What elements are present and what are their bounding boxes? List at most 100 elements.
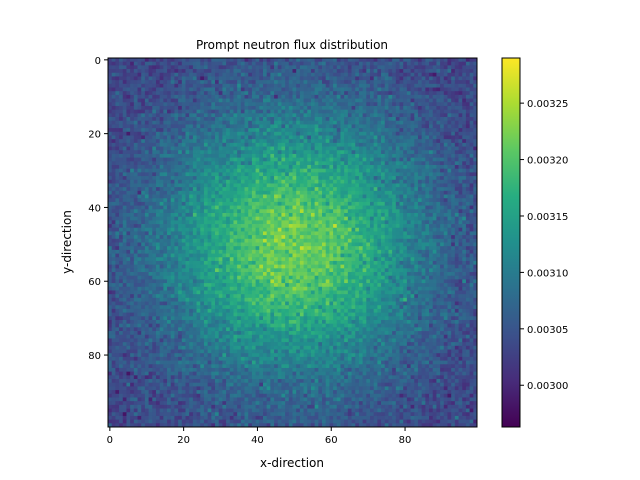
heatmap-cell [292, 187, 297, 192]
heatmap-cell [369, 165, 375, 170]
heatmap-cell [237, 142, 242, 147]
heatmap-cell [369, 224, 375, 229]
heatmap-cell [395, 190, 400, 195]
heatmap-cell [288, 105, 293, 111]
heatmap-cell [429, 235, 434, 240]
heatmap-cell [458, 61, 463, 66]
heatmap-cell [333, 61, 338, 66]
heatmap-cell [347, 131, 352, 136]
heatmap-cell [251, 157, 256, 162]
heatmap-cell [377, 58, 382, 63]
heatmap-cell [392, 65, 397, 70]
heatmap-cell [292, 113, 297, 118]
heatmap-cell [344, 91, 349, 96]
heatmap-cell [196, 94, 201, 99]
heatmap-cell [366, 61, 371, 66]
heatmap-cell [248, 198, 253, 203]
heatmap-cell [174, 187, 179, 192]
heatmap-cell [355, 205, 360, 210]
heatmap-cell [344, 87, 349, 92]
heatmap-cell [288, 201, 293, 206]
heatmap-cell [322, 113, 327, 118]
heatmap-cell [447, 201, 452, 206]
heatmap-cell [259, 102, 264, 107]
heatmap-cell [222, 165, 227, 170]
heatmap-cell [362, 209, 367, 214]
heatmap-cell [163, 76, 168, 81]
heatmap-cell [122, 128, 127, 133]
heatmap-cell [226, 205, 231, 210]
heatmap-cell [152, 172, 157, 177]
heatmap-cell [417, 76, 423, 81]
heatmap-cell [377, 157, 382, 162]
heatmap-cell [126, 168, 131, 173]
heatmap-cell [237, 117, 242, 122]
heatmap-cell [277, 109, 282, 114]
heatmap-cell [469, 150, 474, 155]
heatmap-cell [122, 165, 127, 170]
heatmap-cell [417, 183, 423, 188]
heatmap-cell [336, 102, 341, 107]
heatmap-cell [185, 205, 190, 210]
heatmap-cell [281, 176, 286, 181]
heatmap-cell [369, 124, 375, 129]
heatmap-cell [281, 179, 286, 184]
heatmap-cell [130, 165, 135, 170]
heatmap-cell [425, 238, 430, 243]
heatmap-cell [274, 153, 279, 159]
heatmap-cell [473, 231, 478, 236]
heatmap-cell [462, 65, 467, 70]
heatmap-cell [281, 61, 286, 66]
heatmap-cell [115, 117, 120, 122]
heatmap-cell [255, 165, 260, 170]
heatmap-cell [355, 69, 360, 74]
heatmap-cell [281, 153, 286, 159]
heatmap-cell [417, 120, 423, 125]
heatmap-cell [429, 69, 434, 74]
heatmap-cell [465, 161, 471, 166]
heatmap-cell [436, 139, 441, 144]
heatmap-cell [281, 94, 286, 99]
heatmap-cell [392, 231, 397, 236]
heatmap-cell [222, 117, 227, 122]
heatmap-cell [126, 187, 131, 192]
heatmap-cell [296, 91, 301, 96]
heatmap-cell [392, 172, 397, 177]
heatmap-cell [458, 80, 463, 85]
heatmap-cell [255, 120, 260, 125]
heatmap-cell [167, 168, 172, 173]
heatmap-cell [417, 94, 423, 99]
heatmap-cell [347, 146, 352, 151]
heatmap-cell [155, 205, 161, 210]
heatmap-cell [454, 220, 459, 225]
heatmap-cell [429, 98, 434, 103]
heatmap-cell [310, 198, 316, 203]
heatmap-cell [384, 72, 389, 77]
heatmap-cell [403, 168, 408, 173]
heatmap-cell [152, 150, 157, 155]
heatmap-cell [167, 157, 172, 162]
heatmap-cell [388, 146, 393, 151]
heatmap-cell [414, 172, 419, 177]
heatmap-cell [421, 113, 426, 118]
heatmap-cell [388, 98, 393, 103]
heatmap-cell [473, 209, 478, 214]
heatmap-cell [266, 209, 271, 214]
heatmap-cell [299, 105, 304, 111]
heatmap-cell [211, 198, 216, 203]
heatmap-cell [137, 128, 142, 133]
heatmap-cell [189, 102, 194, 107]
heatmap-cell [333, 220, 338, 225]
heatmap-cell [395, 165, 400, 170]
heatmap-cell [358, 146, 364, 151]
heatmap-cell [215, 198, 220, 203]
heatmap-cell [200, 72, 205, 77]
heatmap-cell [469, 179, 474, 184]
heatmap-cell [410, 109, 415, 114]
heatmap-cell [454, 172, 459, 177]
heatmap-cell [406, 102, 411, 107]
heatmap-cell [436, 231, 441, 236]
heatmap-cell [325, 179, 330, 184]
heatmap-cell [141, 98, 146, 103]
heatmap-cell [108, 135, 113, 140]
